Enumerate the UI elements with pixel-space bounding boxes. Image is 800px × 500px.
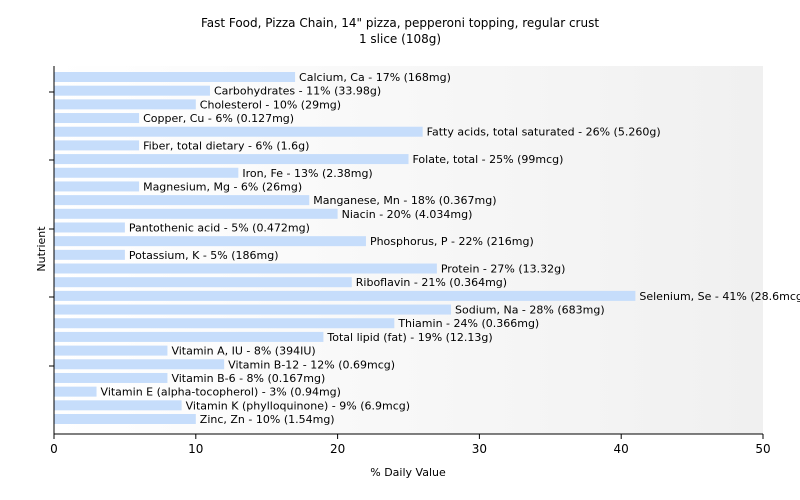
- bar-label: Folate, total - 25% (99mcg): [413, 153, 564, 166]
- bar-label: Vitamin A, IU - 8% (394IU): [171, 345, 315, 358]
- bar-label: Iron, Fe - 13% (2.38mg): [242, 167, 372, 180]
- bar-label: Manganese, Mn - 18% (0.367mg): [313, 194, 496, 207]
- bar: [54, 345, 168, 356]
- bar: [54, 359, 225, 370]
- bar: [54, 236, 366, 247]
- x-tick-label: 40: [614, 442, 629, 456]
- bar: [54, 263, 437, 274]
- bar: [54, 126, 423, 137]
- bar-label: Fatty acids, total saturated - 26% (5.26…: [427, 126, 661, 139]
- bar-label: Selenium, Se - 41% (28.6mcg): [639, 290, 800, 303]
- bar-label: Vitamin B-12 - 12% (0.69mcg): [228, 358, 395, 371]
- chart-title: Fast Food, Pizza Chain, 14" pizza, peppe…: [200, 16, 600, 30]
- bar-label: Cholesterol - 10% (29mg): [200, 98, 341, 111]
- x-tick-label: 0: [50, 442, 58, 456]
- bar-label: Vitamin B-6 - 8% (0.167mg): [171, 372, 325, 385]
- bar-label: Calcium, Ca - 17% (168mg): [299, 71, 451, 84]
- bar-label: Fiber, total dietary - 6% (1.6g): [143, 139, 309, 152]
- x-tick-label: 20: [330, 442, 345, 456]
- bar-label: Vitamin K (phylloquinone) - 9% (6.9mcg): [186, 399, 410, 412]
- x-tick-label: 30: [472, 442, 487, 456]
- bar: [54, 154, 409, 165]
- bar-label: Zinc, Zn - 10% (1.54mg): [200, 413, 335, 426]
- bar: [54, 181, 140, 192]
- chart-subtitle: 1 slice (108g): [358, 32, 442, 46]
- bar-label: Carbohydrates - 11% (33.98g): [214, 85, 381, 98]
- bar: [54, 85, 210, 96]
- bar: [54, 72, 296, 82]
- bar-label: Vitamin E (alpha-tocopherol) - 3% (0.94m…: [101, 386, 341, 399]
- bar-label: Copper, Cu - 6% (0.127mg): [143, 112, 294, 125]
- bar: [54, 113, 140, 124]
- bar: [54, 208, 338, 219]
- bar-label: Potassium, K - 5% (186mg): [129, 249, 279, 262]
- x-axis-title: % Daily Value: [370, 466, 446, 479]
- bar: [54, 318, 395, 329]
- y-axis-title: Nutrient: [35, 226, 48, 272]
- bar: [54, 195, 310, 206]
- bar: [54, 167, 239, 178]
- bar-label: Phosphorus, P - 22% (216mg): [370, 235, 534, 248]
- bar-label: Sodium, Na - 28% (683mg): [455, 304, 605, 317]
- bar: [54, 304, 452, 315]
- bar: [54, 99, 196, 110]
- bar: [54, 222, 125, 233]
- bar-label: Thiamin - 24% (0.366mg): [397, 317, 539, 330]
- bar: [54, 372, 168, 383]
- bar-label: Riboflavin - 21% (0.364mg): [356, 276, 507, 289]
- bar-label: Magnesium, Mg - 6% (26mg): [143, 180, 302, 193]
- chart-title-block: Fast Food, Pizza Chain, 14" pizza, peppe…: [0, 15, 800, 47]
- bar-label: Total lipid (fat) - 19% (12.13g): [326, 331, 492, 344]
- bar: [54, 400, 182, 411]
- bar: [54, 414, 196, 424]
- bar: [54, 386, 97, 397]
- bar-label: Pantothenic acid - 5% (0.472mg): [129, 221, 310, 234]
- bar: [54, 249, 125, 260]
- bar-label: Niacin - 20% (4.034mg): [342, 208, 473, 221]
- bar: [54, 331, 324, 342]
- bar: [54, 140, 140, 151]
- x-tick-label: 10: [188, 442, 203, 456]
- bar: [54, 277, 352, 288]
- bar: [54, 290, 636, 301]
- bar-label: Protein - 27% (13.32g): [441, 263, 566, 276]
- x-tick-label: 50: [755, 442, 770, 456]
